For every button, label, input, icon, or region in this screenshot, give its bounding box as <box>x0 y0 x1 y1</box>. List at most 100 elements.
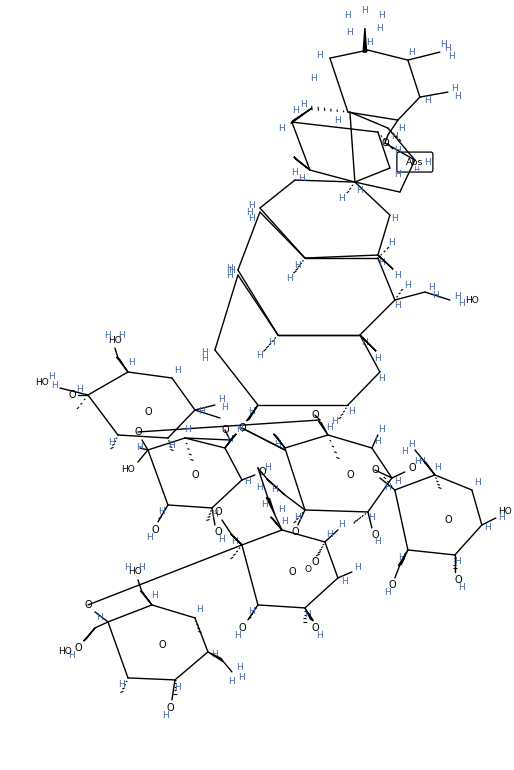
Text: H: H <box>378 373 386 383</box>
Text: H: H <box>292 105 299 115</box>
Text: H: H <box>162 711 169 721</box>
Text: H: H <box>335 116 341 125</box>
Text: O: O <box>408 463 416 473</box>
Text: O: O <box>238 423 246 433</box>
Polygon shape <box>247 405 258 421</box>
Text: H: H <box>146 534 153 542</box>
Text: H: H <box>196 605 204 614</box>
Text: H: H <box>384 484 391 493</box>
Text: H: H <box>474 478 481 487</box>
Text: H: H <box>271 485 278 494</box>
Text: H: H <box>152 591 158 601</box>
Text: H: H <box>454 92 461 101</box>
Text: H: H <box>236 664 243 672</box>
Text: O: O <box>238 623 246 633</box>
Text: H: H <box>378 426 386 434</box>
Text: H: H <box>405 280 411 290</box>
Polygon shape <box>305 608 314 621</box>
Polygon shape <box>363 28 366 52</box>
Text: H: H <box>128 357 135 367</box>
Text: H: H <box>49 371 56 380</box>
Text: H: H <box>201 347 208 357</box>
Text: H: H <box>119 681 125 689</box>
Polygon shape <box>140 591 152 605</box>
Text: O: O <box>134 427 142 437</box>
Text: H: H <box>395 169 401 179</box>
Text: H: H <box>317 631 323 641</box>
Text: HO: HO <box>108 336 122 344</box>
Polygon shape <box>267 479 285 495</box>
Text: H: H <box>378 257 386 266</box>
Text: HO: HO <box>128 567 142 577</box>
Text: H: H <box>392 213 398 223</box>
Text: H: H <box>51 380 59 390</box>
Text: H: H <box>432 290 439 300</box>
Text: H: H <box>97 614 103 622</box>
Text: H: H <box>218 396 225 404</box>
Text: O: O <box>381 138 389 148</box>
Text: H: H <box>384 588 391 598</box>
Text: H: H <box>458 584 465 592</box>
Text: H: H <box>104 330 112 340</box>
Text: H: H <box>395 146 401 155</box>
Text: H: H <box>449 52 455 61</box>
Text: H: H <box>375 353 381 363</box>
Text: O: O <box>84 600 92 610</box>
Text: H: H <box>256 484 263 493</box>
Text: H: H <box>445 44 451 52</box>
Text: O: O <box>68 390 76 400</box>
Text: H: H <box>185 426 191 434</box>
Polygon shape <box>270 517 282 530</box>
Text: H: H <box>124 564 132 572</box>
Text: O: O <box>151 525 159 535</box>
Text: H: H <box>375 537 381 547</box>
Text: H: H <box>279 505 285 514</box>
Text: H: H <box>139 564 145 572</box>
Text: O: O <box>166 703 174 713</box>
Text: H: H <box>227 436 233 444</box>
Text: H: H <box>451 84 458 92</box>
Text: H: H <box>348 407 355 417</box>
Text: O: O <box>311 623 319 633</box>
Text: O: O <box>74 643 82 653</box>
Text: HO: HO <box>465 296 479 304</box>
Text: H: H <box>409 48 415 56</box>
Text: H: H <box>229 678 235 686</box>
Text: H: H <box>227 270 233 280</box>
Text: H: H <box>291 168 298 176</box>
Text: H: H <box>458 299 465 307</box>
Text: O: O <box>158 640 166 650</box>
Text: H: H <box>249 213 255 223</box>
Text: H: H <box>429 283 435 292</box>
Text: H: H <box>222 403 228 413</box>
Text: H: H <box>366 38 373 47</box>
Text: H: H <box>375 437 381 447</box>
Text: H: H <box>341 578 348 587</box>
Polygon shape <box>294 157 310 170</box>
Text: H: H <box>369 514 375 523</box>
Text: H: H <box>77 386 83 394</box>
Text: Abs: Abs <box>406 158 424 166</box>
Polygon shape <box>291 108 312 123</box>
Text: H: H <box>299 173 305 182</box>
Text: H: H <box>159 507 166 517</box>
Text: H: H <box>274 440 281 450</box>
Text: H: H <box>344 11 351 19</box>
Text: H: H <box>414 457 421 467</box>
Text: H: H <box>301 99 307 109</box>
Text: H: H <box>249 608 255 617</box>
Text: H: H <box>361 5 368 15</box>
Polygon shape <box>117 357 128 372</box>
Polygon shape <box>84 628 95 641</box>
Polygon shape <box>318 421 328 435</box>
Text: H: H <box>279 123 285 132</box>
Text: H: H <box>339 521 345 530</box>
Text: H: H <box>361 337 368 346</box>
Polygon shape <box>208 652 223 661</box>
Text: HO: HO <box>58 648 72 656</box>
Text: H: H <box>249 407 255 417</box>
Text: O: O <box>258 467 266 477</box>
Text: O: O <box>454 575 462 585</box>
Polygon shape <box>378 255 393 270</box>
Text: H: H <box>262 500 268 510</box>
